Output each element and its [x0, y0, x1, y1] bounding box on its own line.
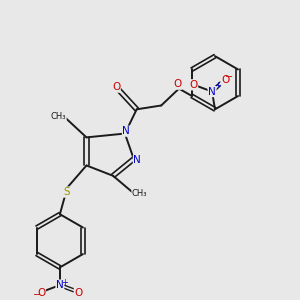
- Text: N: N: [134, 155, 141, 165]
- Text: O: O: [112, 82, 120, 92]
- Text: CH₃: CH₃: [132, 189, 147, 198]
- Text: N: N: [122, 126, 130, 136]
- Text: O: O: [74, 288, 83, 298]
- Text: O: O: [173, 79, 181, 89]
- Text: O: O: [189, 80, 198, 90]
- Text: +: +: [61, 278, 68, 287]
- Text: O: O: [37, 288, 45, 298]
- Text: −: −: [33, 290, 41, 300]
- Text: N: N: [56, 280, 64, 290]
- Text: O: O: [221, 75, 229, 85]
- Text: +: +: [214, 81, 221, 90]
- Text: N: N: [208, 87, 216, 97]
- Text: S: S: [63, 187, 70, 197]
- Text: −: −: [225, 72, 233, 82]
- Text: CH₃: CH₃: [51, 112, 66, 121]
